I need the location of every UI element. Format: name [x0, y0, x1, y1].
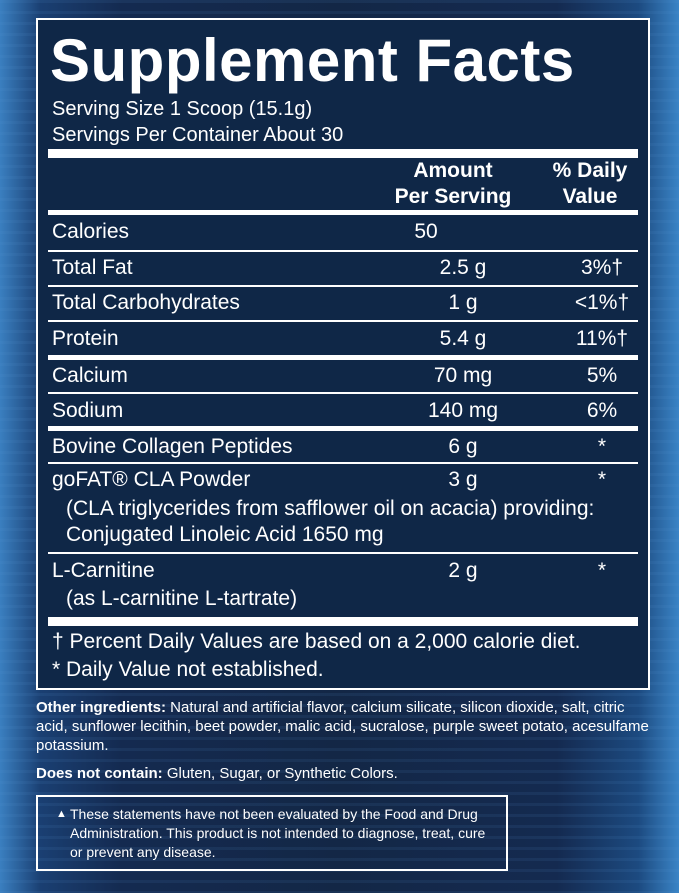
facts-title: Supplement Facts — [50, 27, 575, 94]
cla-source-note: (CLA triglycerides from safflower oil on… — [66, 497, 595, 520]
row-divider — [48, 552, 638, 554]
nutrient-name: L-Carnitine — [52, 559, 155, 582]
nutrient-row-collagen: Bovine Collagen Peptides 6 g * — [38, 432, 648, 462]
fda-disclaimer-text: These statements have not been evaluated… — [70, 806, 486, 860]
nutrient-row-total-carbohydrates: Total Carbohydrates 1 g <1%† — [38, 288, 648, 318]
header-divider — [48, 210, 638, 215]
nutrient-amount: 50 — [414, 220, 438, 243]
cla-providing-note: Conjugated Linoleic Acid 1650 mg — [66, 523, 384, 546]
section-divider — [48, 355, 638, 360]
nutrient-row-calcium: Calcium 70 mg 5% — [38, 361, 648, 391]
nutrient-name: Calories — [52, 220, 130, 243]
nutrient-amount: 3 g — [448, 468, 478, 491]
nutrient-amount: 2.5 g — [439, 256, 487, 279]
other-ingredients-text: Natural and artificial flavor, calcium s… — [36, 699, 649, 754]
serving-size: Serving Size 1 Scoop (15.1g) — [52, 98, 313, 120]
daily-value-header: % Daily Value — [552, 159, 628, 208]
footnote-not-established: * Daily Value not established. — [52, 658, 324, 681]
nutrient-row-l-carnitine: L-Carnitine 2 g * — [38, 556, 648, 586]
nutrient-row-total-fat: Total Fat 2.5 g 3%† — [38, 253, 648, 283]
nutrient-name: Sodium — [52, 399, 124, 422]
nutrient-row-cla-powder: goFAT® CLA Powder 3 g * — [38, 465, 648, 495]
nutrient-dv: * — [597, 468, 607, 491]
servings-per-container: Servings Per Container About 30 — [52, 124, 344, 146]
nutrient-name: Total Carbohydrates — [52, 291, 240, 314]
footnote-daily-values: † Percent Daily Values are based on a 2,… — [52, 630, 581, 653]
nutrient-amount: 6 g — [448, 435, 478, 458]
thick-divider — [48, 149, 638, 158]
nutrient-amount: 70 mg — [433, 364, 493, 387]
row-divider — [48, 250, 638, 252]
nutrient-name: Bovine Collagen Peptides — [52, 435, 293, 458]
nutrient-name: Protein — [52, 327, 119, 350]
fda-disclaimer-box: ▲ These statements have not been evaluat… — [36, 795, 508, 871]
nutrient-amount: 5.4 g — [439, 327, 487, 350]
does-not-contain-label: Does not contain: — [36, 765, 163, 782]
nutrient-amount: 2 g — [448, 559, 478, 582]
row-divider — [48, 320, 638, 322]
nutrient-amount: 140 mg — [427, 399, 499, 422]
other-ingredients-label: Other ingredients: — [36, 699, 167, 716]
nutrient-dv: * — [597, 559, 607, 582]
nutrient-row-protein: Protein 5.4 g 11%† — [38, 324, 648, 354]
nutrient-amount: 1 g — [448, 291, 478, 314]
nutrient-dv: 6% — [586, 399, 618, 422]
nutrient-row-sodium: Sodium 140 mg 6% — [38, 396, 648, 426]
nutrient-dv: 5% — [586, 364, 618, 387]
nutrient-name: Total Fat — [52, 256, 133, 279]
row-divider — [48, 285, 638, 287]
nutrient-dv: * — [597, 435, 607, 458]
section-divider — [48, 426, 638, 431]
supplement-facts-panel: Supplement Facts Serving Size 1 Scoop (1… — [36, 18, 650, 690]
nutrient-dv: 11%† — [575, 327, 629, 350]
row-divider — [48, 392, 638, 394]
does-not-contain: Does not contain: Gluten, Sugar, or Synt… — [36, 764, 656, 783]
amount-header: Amount Per Serving — [394, 159, 512, 208]
thick-divider — [48, 617, 638, 626]
nutrient-dv: <1%† — [574, 291, 630, 314]
does-not-contain-text: Gluten, Sugar, or Synthetic Colors. — [162, 765, 398, 782]
triangle-icon: ▲ — [56, 808, 67, 820]
other-ingredients: Other ingredients: Natural and artificia… — [36, 698, 656, 755]
row-divider — [48, 462, 638, 464]
carnitine-source-note: (as L-carnitine L-tartrate) — [66, 587, 298, 610]
nutrient-dv: 3%† — [580, 256, 624, 279]
nutrient-name: Calcium — [52, 364, 128, 387]
nutrient-row-calories: Calories 50 — [38, 217, 648, 247]
nutrient-name: goFAT® CLA Powder — [52, 468, 251, 491]
